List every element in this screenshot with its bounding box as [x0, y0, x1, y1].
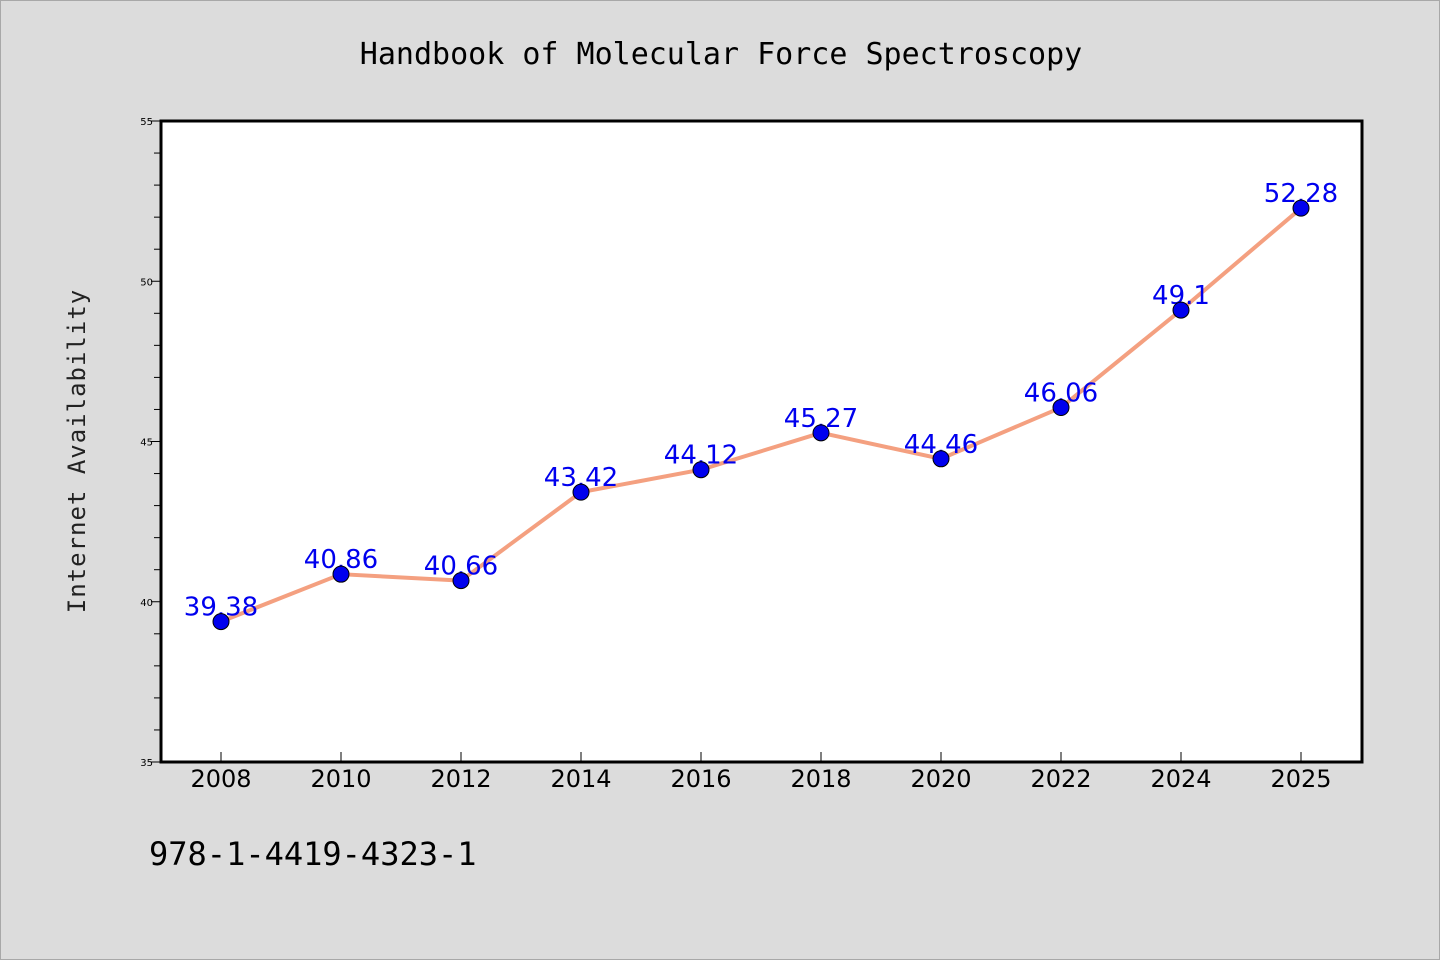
data-point-marker: [452, 572, 470, 590]
data-point-marker: [932, 450, 950, 468]
data-point-marker: [812, 424, 830, 442]
x-tick-label: 2010: [310, 765, 371, 793]
y-tick-label: 40: [140, 598, 153, 609]
data-point-marker: [1052, 399, 1070, 417]
series-line: [219, 206, 1303, 624]
y-axis-label: Internet Availability: [63, 289, 91, 613]
data-point-marker: [212, 613, 230, 631]
x-tick-label: 2014: [550, 765, 611, 793]
data-point-marker: [332, 565, 350, 583]
x-tick-label: 2020: [910, 765, 971, 793]
x-axis-ticks: 2008 2010 2012 2014 2016 2018 2020 2022 2024 2025: [190, 752, 1332, 793]
plot-area: [159, 119, 1364, 764]
isbn-text: 978-1-4419-4323-1: [149, 835, 477, 873]
x-tick-label: 2018: [790, 765, 851, 793]
y-tick-label: 55: [140, 117, 153, 128]
y-tick-label: 50: [140, 277, 153, 288]
x-tick-label: 2008: [190, 765, 251, 793]
x-tick-label: 2024: [1150, 765, 1211, 793]
data-point-marker: [572, 483, 590, 501]
chart-title: Handbook of Molecular Force Spectroscopy: [360, 37, 1082, 72]
data-point-marker: [692, 461, 710, 479]
x-tick-label: 2012: [430, 765, 491, 793]
x-tick-label: 2025: [1270, 765, 1331, 793]
x-tick-label: 2016: [670, 765, 731, 793]
data-point-marker: [1172, 301, 1190, 319]
data-point-marker: [1292, 199, 1310, 217]
x-tick-label: 2022: [1030, 765, 1091, 793]
y-axis-ticks: 35 40 45 50 55: [140, 117, 161, 769]
y-tick-label: 35: [140, 758, 153, 769]
y-tick-label: 45: [140, 438, 153, 449]
